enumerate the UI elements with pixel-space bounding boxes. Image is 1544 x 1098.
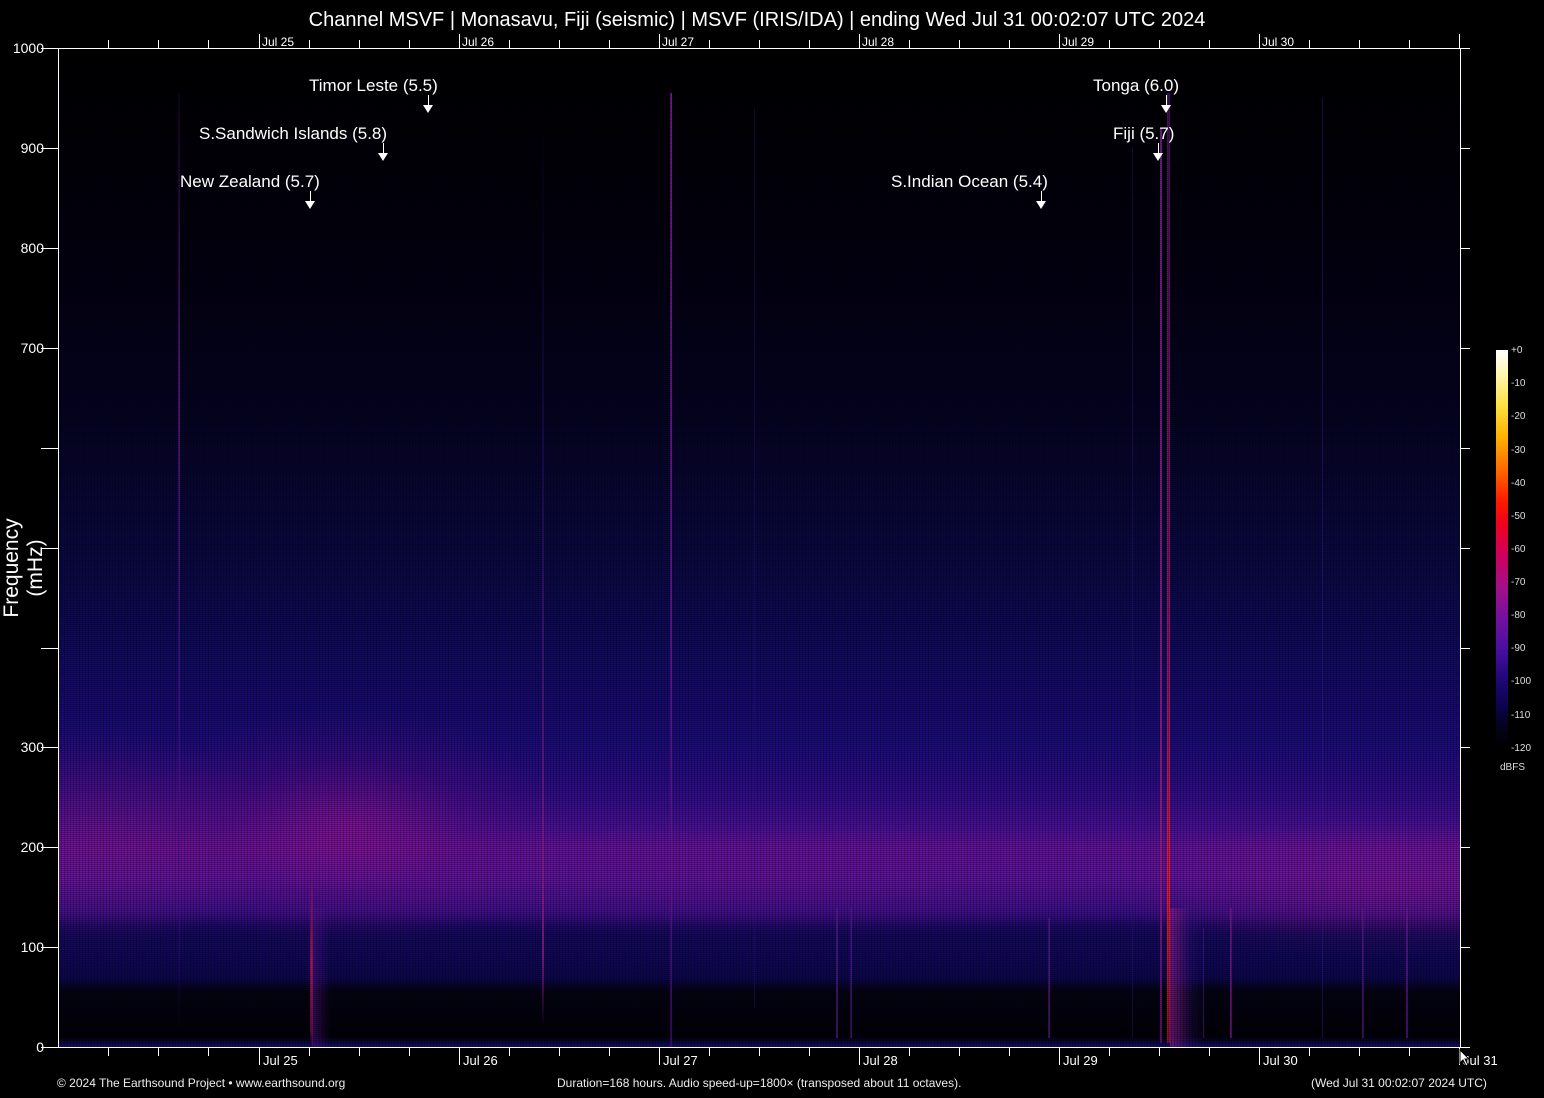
y-tick-label: 200: [20, 839, 44, 855]
arrow-stem: [383, 143, 384, 153]
y-tick-label: 900: [20, 140, 44, 156]
colorbar-label: -40: [1511, 478, 1526, 489]
arrow-stem: [1041, 191, 1042, 201]
event-streak: [1406, 908, 1408, 1038]
event-streak: [754, 108, 755, 1008]
mouse-cursor-icon: [1459, 1049, 1471, 1067]
event-fan-new-zealand: [312, 908, 330, 1047]
y-axis-title: Frequency (mHz): [0, 518, 47, 618]
y-tick-label: 1000: [12, 40, 44, 56]
y-tick-label: 800: [20, 240, 44, 256]
colorbar: [1496, 350, 1508, 748]
event-streak: [1132, 148, 1133, 1038]
colorbar-label: -50: [1511, 511, 1526, 522]
axis-bottom: [41, 1047, 1470, 1048]
colorbar-label: -30: [1511, 445, 1526, 456]
chart-title: Channel MSVF | Monasavu, Fiji (seismic) …: [308, 9, 1206, 31]
x-tick-label: Jul 31: [1463, 1053, 1498, 1068]
x-tick-label: Jul 27: [663, 1053, 698, 1068]
x-tick-label-top: Jul 25: [262, 35, 295, 49]
event-streak: [1230, 908, 1232, 1038]
event-streak-s-indian-ocean: [1048, 918, 1050, 1038]
event-streak: [542, 108, 544, 1028]
footer-copyright: © 2024 The Earthsound Project • www.eart…: [57, 1076, 346, 1090]
x-tick-label-top: Jul 29: [1062, 35, 1095, 49]
event-streak: [670, 93, 672, 1047]
arrow-stem: [428, 95, 429, 105]
event-streak: [1362, 908, 1364, 1038]
event-streak: [178, 93, 180, 1033]
x-tick-label-top: Jul 27: [662, 35, 695, 49]
y-tick-label: 300: [20, 739, 44, 755]
y-tick-label: 100: [20, 939, 44, 955]
colorbar-label: -10: [1511, 378, 1526, 389]
event-streak: [850, 908, 852, 1038]
arrow-down-icon: [1153, 153, 1163, 161]
event-streak-tonga: [1167, 93, 1170, 1043]
arrow-down-icon: [378, 153, 388, 161]
event-streak: [1203, 928, 1204, 1038]
annotation-label: Fiji (5.7): [1113, 124, 1175, 143]
axis-left: [58, 48, 59, 1048]
event-streak-new-zealand: [310, 878, 313, 1047]
arrow-down-icon: [1161, 105, 1171, 113]
colorbar-label: -80: [1511, 610, 1526, 621]
event-streak: [1322, 98, 1323, 1038]
annotation-label: S.Indian Ocean (5.4): [891, 172, 1048, 191]
x-tick-label: Jul 30: [1263, 1053, 1298, 1068]
arrow-stem: [1166, 95, 1167, 105]
event-streak-fiji: [1160, 128, 1162, 1043]
annotation-label: New Zealand (5.7): [180, 172, 320, 191]
spectrogram-noise-texture: [58, 48, 1460, 1047]
colorbar-label: -110: [1511, 710, 1531, 721]
y-tick-label: 700: [20, 340, 44, 356]
annotation-label: Tonga (6.0): [1093, 76, 1179, 95]
arrow-down-icon: [1036, 201, 1046, 209]
colorbar-label: -120: [1511, 743, 1532, 754]
arrow-stem: [1158, 143, 1159, 153]
event-fan-tonga: [1170, 908, 1204, 1047]
x-tick-label: Jul 25: [263, 1053, 298, 1068]
x-tick-label-top: Jul 30: [1262, 35, 1295, 49]
arrow-stem: [310, 191, 311, 201]
axis-top: [58, 48, 1470, 49]
colorbar-label: -90: [1511, 643, 1526, 654]
annotation-label: S.Sandwich Islands (5.8): [199, 124, 388, 143]
spectrogram-plot: [58, 48, 1460, 1047]
x-tick-label: Jul 29: [1063, 1053, 1098, 1068]
footer-timestamp: (Wed Jul 31 00:02:07 2024 UTC): [1311, 1076, 1487, 1090]
colorbar-label: -70: [1511, 577, 1526, 588]
x-tick-label-top: Jul 28: [862, 35, 895, 49]
colorbar-label: -20: [1511, 411, 1526, 422]
event-streak: [836, 908, 838, 1038]
x-tick-label: Jul 26: [463, 1053, 498, 1068]
arrow-down-icon: [305, 201, 315, 209]
colorbar-unit: dBFS: [1500, 762, 1526, 773]
x-tick-label: Jul 28: [863, 1053, 898, 1068]
y-tick-label: 0: [36, 1039, 44, 1055]
low-frequency-band: [58, 48, 1460, 1047]
annotation-label: Timor Leste (5.5): [309, 76, 438, 95]
colorbar-label: -60: [1511, 544, 1526, 555]
colorbar-label: +0: [1511, 345, 1523, 356]
arrow-down-icon: [423, 105, 433, 113]
colorbar-label: -100: [1511, 676, 1532, 687]
x-tick-label-top: Jul 26: [462, 35, 495, 49]
footer-duration-info: Duration=168 hours. Audio speed-up=1800×…: [557, 1076, 962, 1090]
